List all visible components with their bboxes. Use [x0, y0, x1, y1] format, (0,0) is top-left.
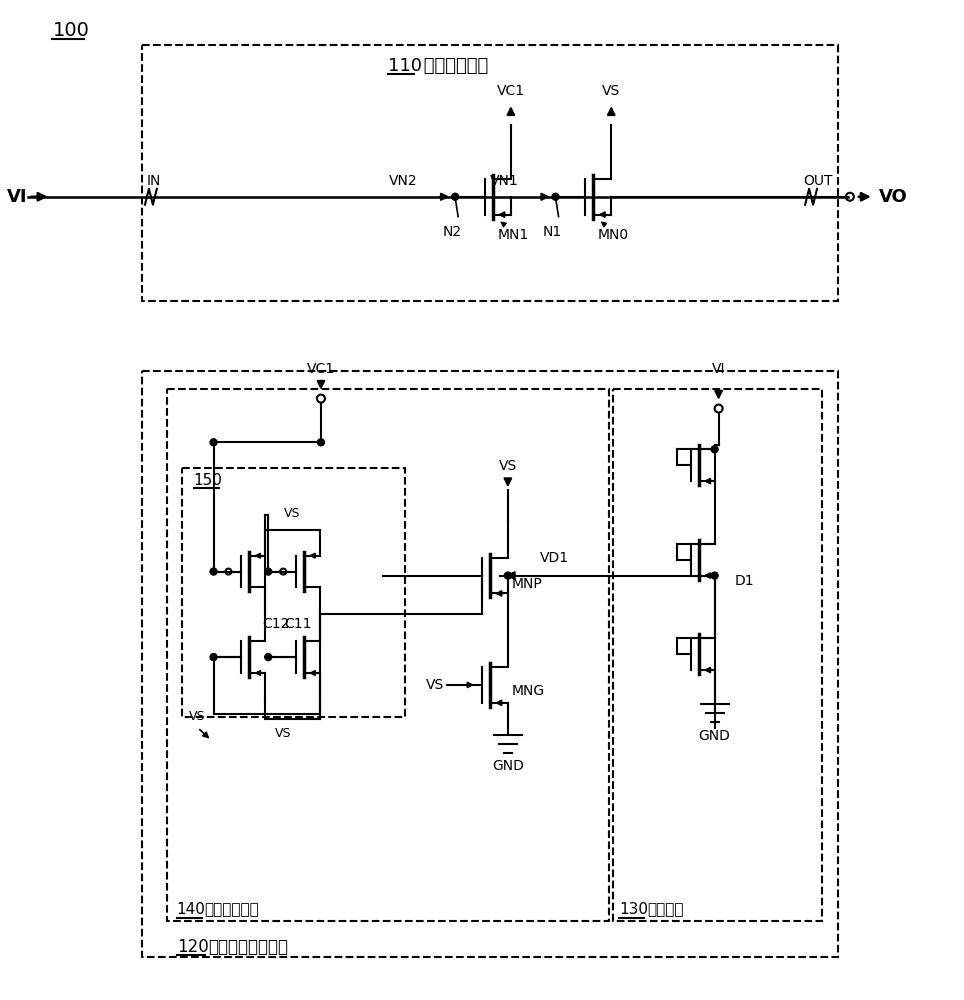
Bar: [613, 389, 822, 921]
Text: VN2: VN2: [389, 174, 417, 188]
Bar: [142, 371, 838, 957]
Text: D1: D1: [735, 574, 754, 588]
Circle shape: [265, 568, 272, 575]
Circle shape: [452, 193, 459, 200]
Circle shape: [552, 193, 559, 200]
Text: OUT: OUT: [803, 174, 833, 188]
Text: N1: N1: [543, 225, 562, 239]
Text: VD1: VD1: [540, 551, 569, 565]
Text: VI: VI: [711, 362, 725, 376]
Text: VS: VS: [498, 459, 517, 473]
Text: VS: VS: [275, 727, 292, 740]
Circle shape: [317, 439, 325, 446]
Text: MNG: MNG: [512, 684, 545, 698]
Text: VC1: VC1: [496, 84, 524, 98]
Circle shape: [210, 568, 217, 575]
Text: 控制电压生成电路: 控制电压生成电路: [208, 938, 288, 956]
Text: GND: GND: [699, 729, 731, 743]
Text: VI: VI: [7, 188, 27, 206]
Text: C12: C12: [262, 617, 290, 631]
Text: VC1: VC1: [307, 362, 335, 376]
Circle shape: [265, 654, 272, 661]
Text: VS: VS: [283, 507, 301, 520]
Text: IN: IN: [147, 174, 161, 188]
Text: VN1: VN1: [490, 174, 519, 188]
Bar: [182, 468, 406, 717]
Text: N2: N2: [442, 225, 462, 239]
Text: 120: 120: [176, 938, 208, 956]
Text: MN0: MN0: [598, 228, 629, 242]
Text: 100: 100: [52, 21, 90, 40]
Text: 电压传输电路: 电压传输电路: [418, 57, 489, 75]
Text: 150: 150: [194, 473, 223, 488]
Text: GND: GND: [492, 759, 523, 773]
Bar: [167, 389, 609, 921]
Text: 140: 140: [176, 902, 205, 917]
Circle shape: [711, 446, 718, 453]
Text: MNP: MNP: [512, 577, 543, 591]
Text: VS: VS: [426, 678, 444, 692]
Text: 分压电路: 分压电路: [647, 902, 683, 917]
Circle shape: [210, 654, 217, 661]
Text: 110: 110: [388, 57, 421, 75]
Circle shape: [711, 572, 718, 579]
Text: VS: VS: [189, 710, 206, 723]
Text: VO: VO: [879, 188, 908, 206]
Text: 130: 130: [619, 902, 648, 917]
Text: VS: VS: [602, 84, 621, 98]
Text: C11: C11: [284, 617, 311, 631]
Circle shape: [210, 439, 217, 446]
Bar: [142, 45, 838, 301]
Text: 第一生成电路: 第一生成电路: [204, 902, 259, 917]
Circle shape: [504, 572, 511, 579]
Text: MN1: MN1: [497, 228, 528, 242]
